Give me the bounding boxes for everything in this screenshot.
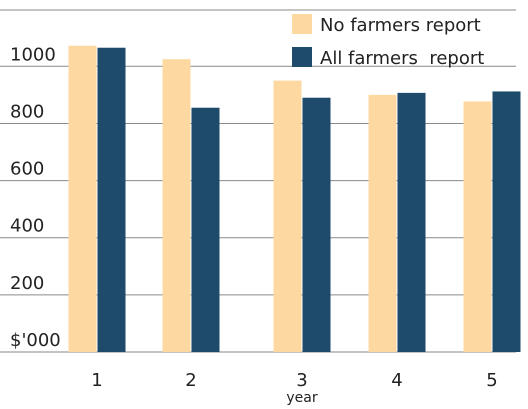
legend-label: No farmers report xyxy=(320,15,481,36)
bar-no-farmers-year-3 xyxy=(273,80,302,353)
x-tick-label: 3 xyxy=(296,370,307,391)
x-tick-label: 4 xyxy=(391,370,402,391)
y-tick-label: 200 xyxy=(10,273,44,294)
bar-no-farmers-year-5 xyxy=(463,101,492,352)
x-tick-label: 5 xyxy=(486,370,497,391)
bar-no-farmers-year-4 xyxy=(368,94,397,353)
bar-all-farmers-year-4 xyxy=(397,92,426,352)
bar-all-farmers-year-5 xyxy=(492,91,521,353)
legend-swatch xyxy=(292,14,312,34)
x-tick-label: 1 xyxy=(91,370,102,391)
bar-all-farmers-year-3 xyxy=(302,97,331,353)
bar-all-farmers-year-2 xyxy=(191,107,220,352)
x-axis-tick-labels: 1 2 3 4 5 xyxy=(91,370,497,391)
legend-label: All farmers report xyxy=(320,48,484,69)
bar-no-farmers-year-1 xyxy=(68,45,97,352)
legend-swatch xyxy=(292,47,312,67)
x-tick-label: 2 xyxy=(185,370,196,391)
y-tick-label: 1000 xyxy=(10,44,56,65)
y-tick-label: 600 xyxy=(10,159,44,180)
y-axis-tick-labels: $'000 200 400 600 800 1000 xyxy=(10,44,61,351)
y-tick-label: $'000 xyxy=(10,330,61,351)
bar-no-farmers-year-2 xyxy=(162,59,191,352)
y-tick-label: 800 xyxy=(10,101,44,122)
y-tick-label: 400 xyxy=(10,216,44,237)
bars xyxy=(68,45,521,353)
bar-all-farmers-year-1 xyxy=(97,47,126,353)
x-axis-title: year xyxy=(286,390,317,406)
legend: No farmers report All farmers report xyxy=(292,14,484,69)
